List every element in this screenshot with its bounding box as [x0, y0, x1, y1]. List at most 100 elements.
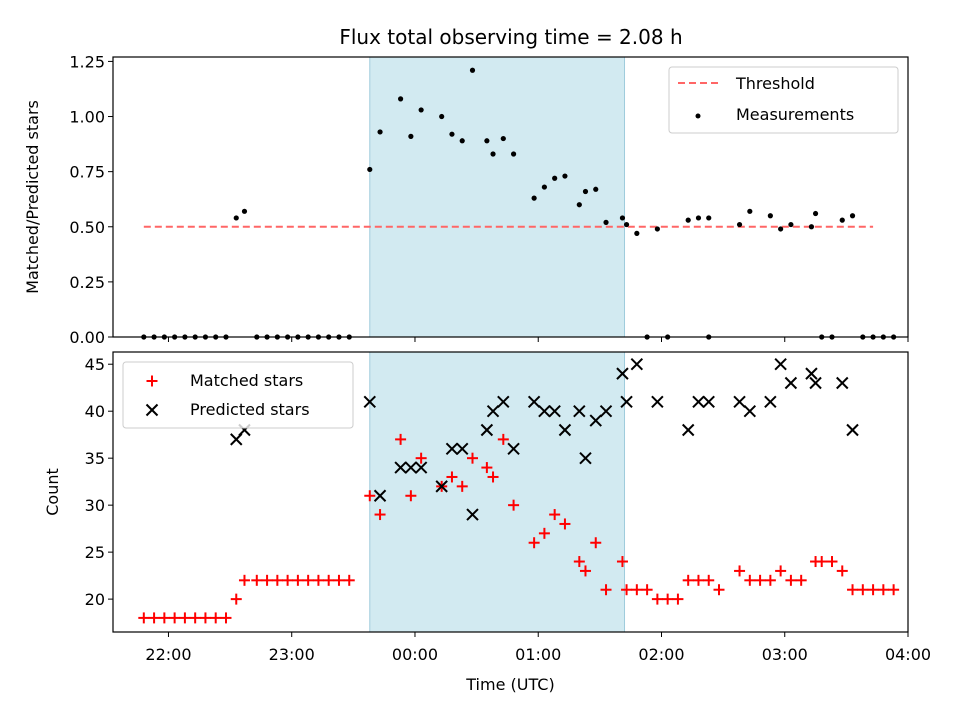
x-axis-label: Time (UTC) [465, 675, 554, 694]
measurement-point [367, 166, 373, 173]
matched-star-point [415, 452, 427, 464]
matched-star-point [672, 593, 684, 605]
measurement-point [736, 221, 743, 228]
predicted-star-point [456, 442, 469, 455]
bottom-ytick-label: 25 [85, 543, 105, 562]
matched-star-point [169, 612, 181, 624]
x-tick-label: 02:00 [638, 645, 684, 664]
x-tick-label: 04:00 [885, 645, 931, 664]
measurement-point [619, 215, 626, 221]
matched-star-point [836, 565, 848, 577]
matched-star-point [713, 584, 725, 596]
matched-star-point [251, 574, 263, 586]
predicted-star-point [404, 461, 418, 474]
matched-star-point [590, 537, 602, 549]
measurement-point [623, 221, 630, 228]
matched-star-point [877, 584, 889, 596]
predicted-star-point [527, 395, 541, 409]
predicted-star-point [435, 480, 448, 493]
measurement-point [747, 208, 753, 214]
matched-star-point [312, 574, 324, 586]
matched-star-point [179, 612, 191, 624]
matched-star-point [138, 612, 150, 624]
matched-star-point [662, 593, 674, 605]
matched-star-point [508, 499, 520, 511]
bottom-ytick-label: 45 [85, 355, 105, 374]
top-ytick-label: 1.00 [69, 108, 105, 127]
measurement-point [418, 107, 424, 113]
measurement-point [541, 184, 547, 190]
matched-star-point [651, 593, 663, 605]
measurement-point [377, 129, 383, 135]
predicted-star-point [363, 395, 376, 409]
x-tick-label: 23:00 [269, 645, 315, 664]
measurement-point [469, 67, 476, 73]
predicted-star-point [507, 442, 520, 455]
measurement-point [849, 213, 856, 219]
bottom-ytick-label: 35 [85, 449, 105, 468]
measurement-point [695, 215, 702, 221]
legend-matched-marker [146, 375, 158, 387]
matched-star-point [158, 612, 170, 624]
predicted-star-point [651, 395, 664, 409]
predicted-star-point [373, 489, 387, 502]
predicted-star-point [548, 404, 561, 418]
measurement-point [767, 213, 773, 219]
measurement-point [812, 210, 819, 217]
predicted-star-point [579, 451, 592, 465]
measurement-point [706, 215, 712, 221]
matched-star-point [148, 612, 160, 624]
predicted-star-point [809, 376, 822, 390]
observing-span-bottom [369, 351, 626, 633]
measurement-point [241, 208, 248, 214]
matched-star-point [481, 462, 493, 474]
matched-star-point [282, 574, 294, 586]
top-ytick-label: 0.50 [69, 218, 105, 237]
matched-star-point [764, 574, 776, 586]
bottom-ytick-label: 40 [85, 402, 105, 421]
matched-star-point [302, 574, 314, 586]
matched-star-point [867, 584, 879, 596]
measurement-point [397, 96, 404, 102]
matched-star-point [487, 471, 499, 483]
matched-star-point [446, 471, 458, 483]
matched-star-point [395, 433, 407, 445]
predicted-star-point [497, 395, 510, 409]
measurement-point [449, 131, 455, 137]
top-y-axis-label: Matched/Predicted stars [23, 100, 42, 294]
bottom-panel: 20 25 30 35 40 45 22:00 23:00 00:00 01:00 02:00 03… [43, 351, 931, 694]
matched-star-point [682, 574, 694, 586]
matched-star-point [549, 509, 561, 521]
predicted-star-point [414, 461, 428, 474]
matched-star-point [559, 518, 571, 530]
predicted-star-point [466, 508, 479, 521]
predicted-star-point [630, 358, 644, 371]
matched-star-point [271, 574, 283, 586]
bottom-ytick-label: 20 [85, 590, 105, 609]
predicted-star-point [558, 423, 572, 437]
matched-star-point [573, 556, 585, 568]
matched-star-point [744, 574, 756, 586]
predicted-star-point [620, 395, 633, 409]
measurement-point [459, 138, 465, 144]
measurement-point [839, 217, 845, 223]
matched-star-point [734, 565, 746, 577]
predicted-star-point [589, 414, 602, 427]
predicted-star-point [846, 423, 859, 437]
top-plot-frame [112, 56, 909, 338]
bottom-legend: Matched stars Predicted stars [122, 361, 354, 429]
legend-matched-label: Matched stars [190, 371, 303, 390]
matched-star-point [600, 584, 612, 596]
predicted-star-point [764, 395, 777, 409]
matched-star-point [692, 574, 704, 586]
predicted-star-point [702, 395, 715, 409]
measurement-point [685, 217, 691, 223]
measurement-point [233, 215, 239, 221]
predicted-star-point [486, 404, 500, 418]
measurement-point [778, 226, 784, 232]
predicted-star-point [784, 376, 798, 390]
matched-star-point [528, 537, 540, 549]
measurement-point [552, 175, 558, 181]
matched-star-point [497, 433, 509, 445]
